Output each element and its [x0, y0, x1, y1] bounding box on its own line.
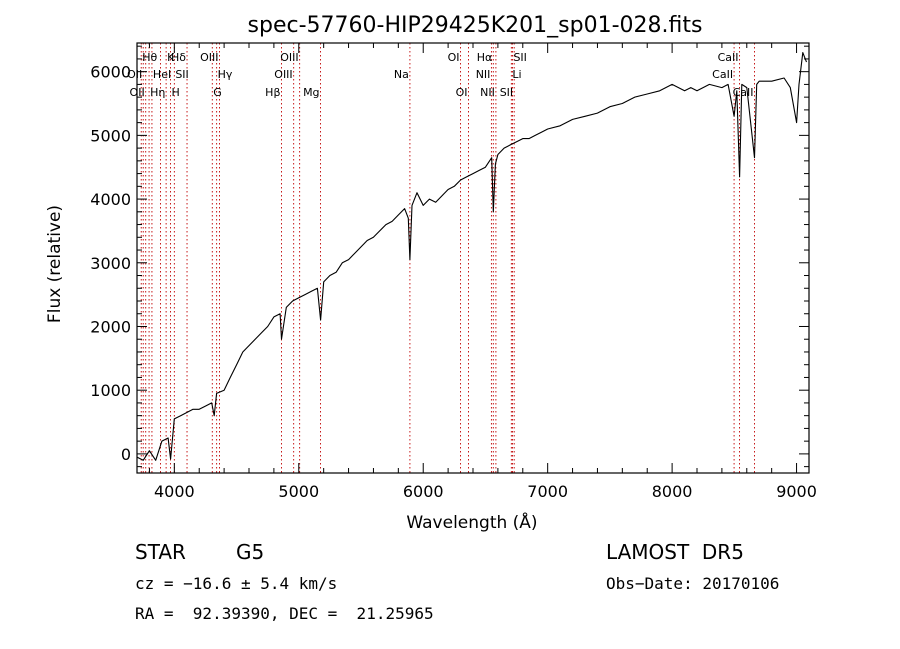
x-tick-label: 5000	[278, 482, 319, 501]
line-marker-label: G	[213, 86, 222, 99]
y-tick-label: 1000	[90, 381, 131, 400]
line-marker-label: Na	[394, 68, 409, 81]
y-tick-label: 6000	[90, 63, 131, 82]
line-marker-label: SII	[500, 86, 513, 99]
y-tick-label: 5000	[90, 126, 131, 145]
line-marker-label: Li	[512, 68, 521, 81]
line-marker-label: OIII	[200, 51, 218, 64]
line-marker-label: OI	[448, 51, 460, 64]
y-tick-label: 2000	[90, 317, 131, 336]
line-marker-label: SII	[175, 68, 188, 81]
x-tick-label: 8000	[652, 482, 693, 501]
line-marker-label: Hη	[150, 86, 165, 99]
sky-coordinates: RA = 92.39390, DEC = 21.25965	[135, 604, 434, 623]
survey-name: LAMOST DR5	[606, 540, 744, 564]
y-axis-label: Flux (relative)	[45, 205, 65, 323]
line-marker-label: HeI	[153, 68, 171, 81]
plot-frame	[136, 42, 810, 474]
x-tick-label: 4000	[154, 482, 195, 501]
line-marker-label: CaII	[718, 51, 739, 64]
spectral-line-markers	[140, 43, 755, 473]
x-axis-label: Wavelength (Å)	[406, 511, 537, 533]
x-axis-ticks: 4000 5000 6000 7000 8000 9000	[148, 43, 817, 501]
y-tick-label: 0	[121, 445, 131, 464]
y-tick-label: 4000	[90, 190, 131, 209]
line-marker-label: OIII	[274, 68, 292, 81]
line-marker-label: OIII	[280, 51, 298, 64]
object-class: STAR	[135, 540, 186, 564]
line-marker-label: Hδ	[171, 51, 186, 64]
line-marker-label: NII	[476, 68, 491, 81]
line-marker-label: CaII	[733, 86, 754, 99]
y-axis-ticks: 0 1000 2000 3000 4000 5000 6000	[90, 45, 809, 468]
line-marker-label: H	[171, 86, 179, 99]
spectrum-line	[136, 52, 808, 461]
y-tick-label: 3000	[90, 254, 131, 273]
x-tick-label: 9000	[776, 482, 817, 501]
line-marker-label: Mg	[303, 86, 319, 99]
line-marker-label: CaII	[712, 68, 733, 81]
x-tick-label: 7000	[527, 482, 568, 501]
spectral-subclass: G5	[236, 540, 265, 564]
chart-title: spec-57760-HIP29425K201_sp01-028.fits	[248, 13, 703, 38]
line-marker-label: OI	[456, 86, 468, 99]
observation-date: Obs−Date: 20170106	[606, 574, 780, 593]
line-marker-label: SII	[513, 51, 526, 64]
line-marker-label: Hβ	[265, 86, 280, 99]
redshift-velocity: cz = −16.6 ± 5.4 km/s	[135, 574, 338, 593]
line-marker-label: Hγ	[218, 68, 233, 81]
line-marker-label: NII	[480, 86, 495, 99]
line-marker-label: Hθ	[142, 51, 157, 64]
line-marker-label: K	[167, 51, 175, 64]
x-tick-label: 6000	[403, 482, 444, 501]
line-marker-label: Hα	[477, 51, 493, 64]
